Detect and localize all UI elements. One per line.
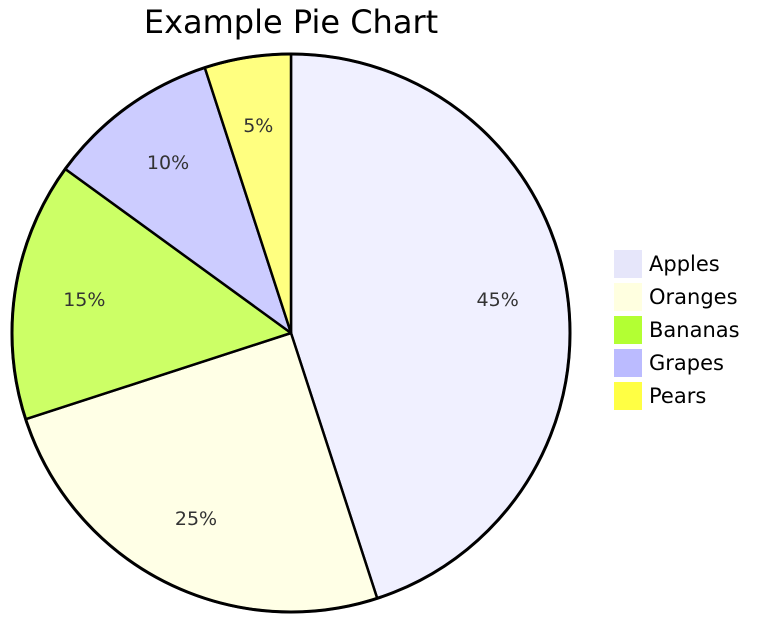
legend-label-grapes: Grapes	[649, 351, 724, 375]
pie-outline	[10, 52, 572, 614]
legend-label-pears: Pears	[649, 384, 706, 408]
legend-swatch-apples	[614, 250, 642, 278]
legend-swatch-pears	[614, 382, 642, 410]
chart-legend: Apples Oranges Bananas Grapes Pears	[614, 250, 740, 410]
slice-label-pears: 5%	[243, 115, 273, 137]
legend-label-bananas: Bananas	[649, 318, 740, 342]
legend-swatch-grapes	[614, 349, 642, 377]
legend-label-apples: Apples	[649, 252, 720, 276]
slice-label-oranges: 25%	[175, 508, 217, 530]
legend-label-oranges: Oranges	[649, 285, 738, 309]
pie-slice-labels: 45% 25% 15% 10% 5%	[63, 115, 519, 530]
legend-swatch-oranges	[614, 283, 642, 311]
pie-slices	[10, 52, 572, 614]
chart-title: Example Pie Chart	[144, 3, 438, 41]
slice-label-grapes: 10%	[147, 152, 189, 174]
legend-swatch-bananas	[614, 316, 642, 344]
slice-label-apples: 45%	[477, 289, 519, 311]
slice-label-bananas: 15%	[63, 289, 105, 311]
